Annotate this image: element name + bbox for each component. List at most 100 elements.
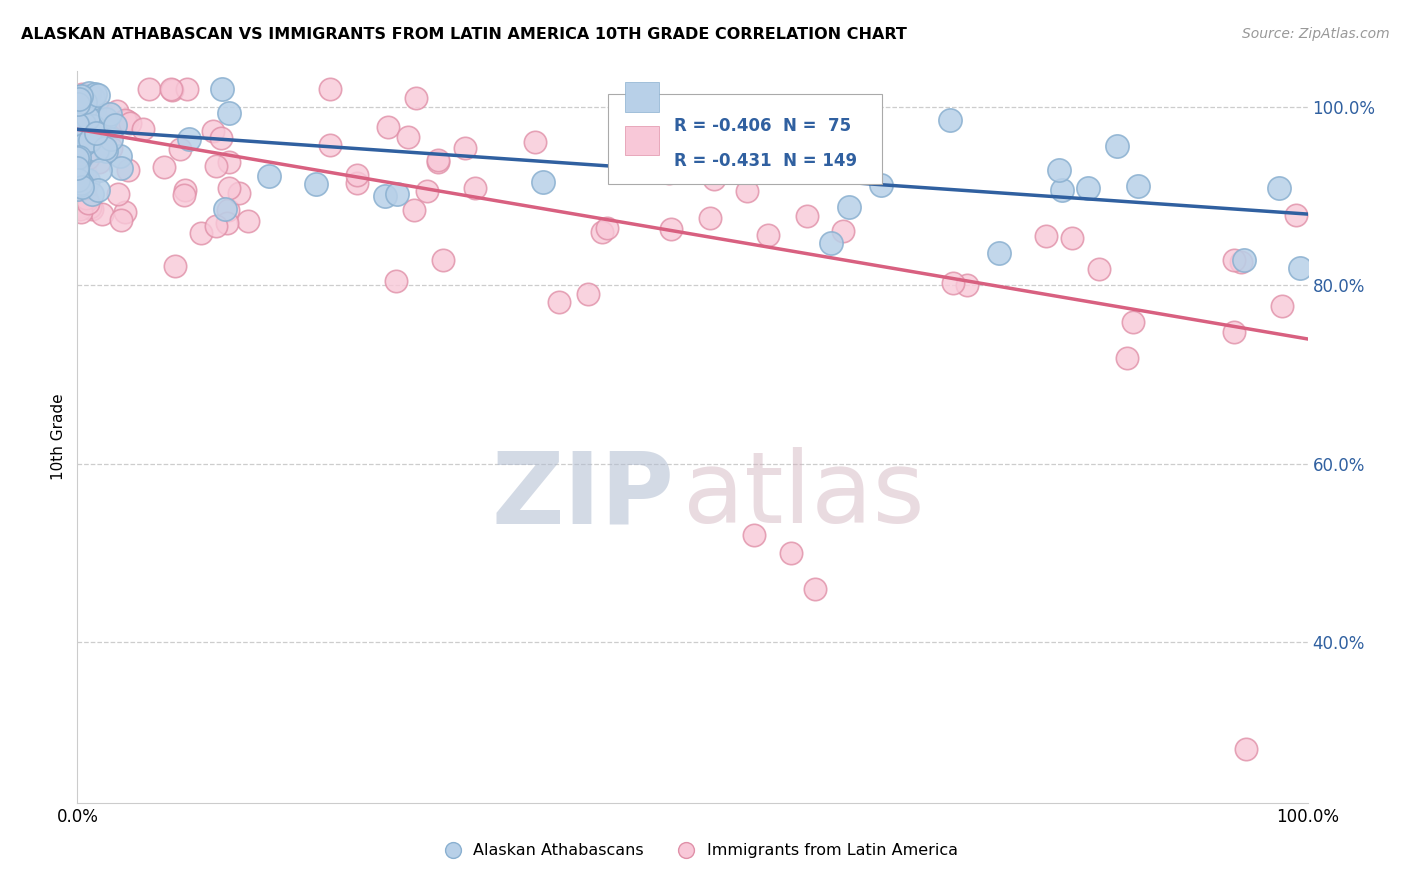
Point <box>426 153 449 168</box>
Point <box>91 207 114 221</box>
Point <box>1088 261 1111 276</box>
Point <box>73 108 96 122</box>
Point <box>76 196 98 211</box>
Point <box>214 202 236 216</box>
Point <box>75 182 97 196</box>
Y-axis label: 10th Grade: 10th Grade <box>51 393 66 481</box>
Point <box>66 118 89 132</box>
Point <box>66 96 89 111</box>
Point <box>658 166 681 180</box>
Point <box>385 186 408 201</box>
Point <box>66 163 89 178</box>
Point <box>87 155 110 169</box>
Point <box>1050 183 1073 197</box>
Point <box>70 87 93 101</box>
Point <box>105 103 128 118</box>
Point <box>66 200 89 214</box>
Point <box>464 180 486 194</box>
Point <box>69 164 91 178</box>
Point <box>454 141 477 155</box>
Text: Alaskan Athabascans: Alaskan Athabascans <box>474 843 644 858</box>
Point <box>75 191 97 205</box>
Point <box>77 143 100 157</box>
Point <box>205 159 228 173</box>
Point <box>69 137 91 152</box>
Point <box>346 168 368 182</box>
Point <box>73 169 96 184</box>
Point <box>70 174 93 188</box>
Point <box>70 128 93 143</box>
Point <box>66 152 89 166</box>
Point <box>100 141 122 155</box>
Point <box>1230 255 1253 269</box>
Point <box>837 132 859 146</box>
Point <box>67 180 90 194</box>
Point <box>67 101 90 115</box>
Point <box>228 186 250 201</box>
Point <box>204 219 226 233</box>
Point <box>94 130 117 145</box>
Point <box>70 180 93 194</box>
Point <box>66 155 89 169</box>
Point <box>647 161 669 176</box>
Point <box>956 278 979 293</box>
Point <box>79 134 101 148</box>
Point <box>67 120 90 134</box>
Point <box>66 156 89 170</box>
Point <box>66 90 89 104</box>
Point <box>67 170 90 185</box>
Point <box>942 277 965 291</box>
Point <box>938 112 960 127</box>
Point <box>596 221 619 235</box>
Point <box>79 126 101 140</box>
Point <box>66 170 89 185</box>
Point <box>84 126 107 140</box>
Point <box>75 95 97 109</box>
Point <box>82 119 104 133</box>
Point <box>160 82 183 96</box>
Point <box>69 178 91 193</box>
Point <box>72 143 94 157</box>
Point <box>169 142 191 156</box>
Point <box>66 145 89 160</box>
Point <box>66 161 89 176</box>
Point <box>70 180 93 194</box>
Point <box>66 181 89 195</box>
Text: Source: ZipAtlas.com: Source: ZipAtlas.com <box>1241 27 1389 41</box>
Point <box>804 582 827 596</box>
Point <box>69 122 91 136</box>
Point <box>66 114 89 128</box>
Point <box>84 130 107 145</box>
Point <box>842 147 865 161</box>
Point <box>657 161 679 176</box>
Point <box>77 172 100 186</box>
Point <box>1115 351 1137 365</box>
Point <box>742 528 765 542</box>
Point <box>1035 229 1057 244</box>
Point <box>67 153 90 168</box>
Point <box>67 117 90 131</box>
Point <box>66 140 89 154</box>
Point <box>66 185 89 199</box>
Point <box>201 124 224 138</box>
Text: ZIP: ZIP <box>491 447 673 544</box>
Point <box>1223 325 1246 339</box>
Point <box>70 187 93 202</box>
Point <box>796 209 818 223</box>
Point <box>699 211 721 226</box>
Point <box>305 178 328 192</box>
Point <box>211 82 233 96</box>
Point <box>66 171 89 186</box>
Point <box>988 246 1011 260</box>
Point <box>94 141 117 155</box>
Point <box>70 89 93 103</box>
Point <box>72 141 94 155</box>
Point <box>66 164 89 178</box>
Point <box>86 143 108 157</box>
Point <box>75 165 97 179</box>
Point <box>80 187 103 202</box>
Point <box>69 202 91 217</box>
Point <box>87 183 110 197</box>
Point <box>1062 231 1084 245</box>
Point <box>67 169 90 184</box>
